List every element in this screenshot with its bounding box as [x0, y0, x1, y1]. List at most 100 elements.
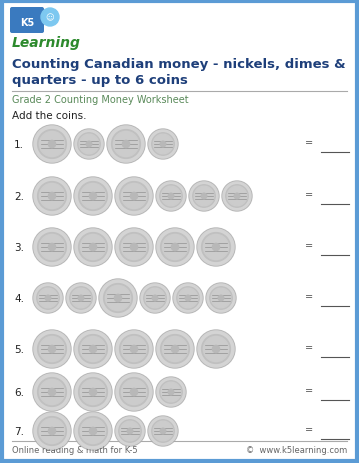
Ellipse shape [171, 244, 178, 251]
Ellipse shape [39, 184, 65, 209]
Ellipse shape [89, 427, 97, 435]
Ellipse shape [222, 181, 252, 212]
Ellipse shape [79, 378, 107, 407]
Ellipse shape [218, 295, 224, 301]
Ellipse shape [100, 281, 136, 316]
Ellipse shape [174, 284, 202, 313]
Ellipse shape [202, 233, 230, 262]
Ellipse shape [39, 337, 65, 362]
Ellipse shape [227, 187, 247, 206]
Ellipse shape [66, 283, 96, 313]
Text: =: = [305, 240, 313, 250]
Ellipse shape [75, 332, 111, 367]
Ellipse shape [120, 421, 140, 441]
Ellipse shape [234, 194, 240, 200]
Ellipse shape [115, 178, 153, 216]
Ellipse shape [161, 382, 181, 402]
Ellipse shape [86, 142, 92, 148]
Ellipse shape [152, 295, 158, 301]
Ellipse shape [141, 284, 169, 313]
Ellipse shape [210, 287, 232, 310]
Ellipse shape [144, 287, 166, 310]
Ellipse shape [34, 284, 62, 313]
Ellipse shape [48, 141, 56, 148]
Ellipse shape [34, 413, 70, 449]
Ellipse shape [121, 380, 146, 405]
Ellipse shape [75, 179, 111, 214]
Ellipse shape [157, 332, 193, 367]
Ellipse shape [38, 417, 66, 445]
Ellipse shape [79, 335, 107, 363]
Ellipse shape [89, 193, 97, 200]
Ellipse shape [34, 374, 70, 410]
Text: Online reading & math for K-5: Online reading & math for K-5 [12, 445, 137, 454]
Ellipse shape [75, 374, 111, 410]
Circle shape [41, 9, 59, 27]
Ellipse shape [153, 421, 173, 441]
Ellipse shape [39, 132, 65, 157]
Ellipse shape [177, 287, 199, 310]
Text: ☺: ☺ [46, 13, 54, 22]
FancyBboxPatch shape [10, 8, 44, 34]
Ellipse shape [149, 417, 177, 445]
Ellipse shape [120, 335, 148, 363]
Ellipse shape [112, 130, 140, 159]
Ellipse shape [75, 131, 103, 159]
Ellipse shape [213, 244, 220, 251]
Text: 4.: 4. [14, 294, 24, 303]
Ellipse shape [116, 179, 152, 214]
Ellipse shape [160, 185, 182, 208]
Ellipse shape [79, 135, 99, 155]
Ellipse shape [197, 229, 235, 266]
Ellipse shape [38, 182, 66, 211]
Ellipse shape [202, 335, 230, 363]
Text: =: = [305, 138, 313, 148]
Ellipse shape [121, 184, 146, 209]
Ellipse shape [38, 233, 66, 262]
Ellipse shape [80, 184, 106, 209]
Ellipse shape [223, 182, 251, 211]
Ellipse shape [106, 286, 131, 311]
Ellipse shape [71, 288, 91, 308]
Ellipse shape [115, 416, 145, 446]
Ellipse shape [116, 332, 152, 367]
Ellipse shape [74, 178, 112, 216]
Ellipse shape [78, 295, 84, 301]
Ellipse shape [80, 419, 106, 444]
Ellipse shape [108, 127, 144, 163]
Ellipse shape [70, 287, 92, 310]
Ellipse shape [33, 373, 71, 411]
Ellipse shape [33, 126, 71, 163]
Ellipse shape [80, 337, 106, 362]
Ellipse shape [34, 127, 70, 163]
Ellipse shape [156, 181, 186, 212]
Ellipse shape [89, 388, 97, 396]
Text: 1.: 1. [14, 140, 24, 150]
Ellipse shape [157, 230, 193, 265]
Ellipse shape [48, 346, 56, 353]
Ellipse shape [185, 295, 191, 301]
Text: 2.: 2. [14, 192, 24, 201]
Ellipse shape [148, 130, 178, 160]
Ellipse shape [127, 428, 133, 434]
Ellipse shape [67, 284, 95, 313]
Ellipse shape [78, 133, 100, 156]
Ellipse shape [38, 288, 58, 308]
Ellipse shape [140, 283, 170, 313]
Text: =: = [305, 342, 313, 352]
Ellipse shape [115, 229, 153, 266]
Ellipse shape [226, 185, 248, 208]
Ellipse shape [168, 389, 174, 395]
Ellipse shape [33, 330, 71, 368]
Ellipse shape [116, 230, 152, 265]
Ellipse shape [89, 244, 97, 251]
Ellipse shape [160, 381, 182, 403]
Ellipse shape [162, 337, 188, 362]
Text: Grade 2 Counting Money Worksheet: Grade 2 Counting Money Worksheet [12, 95, 188, 105]
Ellipse shape [74, 412, 112, 450]
Ellipse shape [45, 295, 51, 301]
Ellipse shape [152, 420, 174, 442]
Ellipse shape [75, 230, 111, 265]
Ellipse shape [204, 235, 229, 260]
Ellipse shape [198, 332, 234, 367]
